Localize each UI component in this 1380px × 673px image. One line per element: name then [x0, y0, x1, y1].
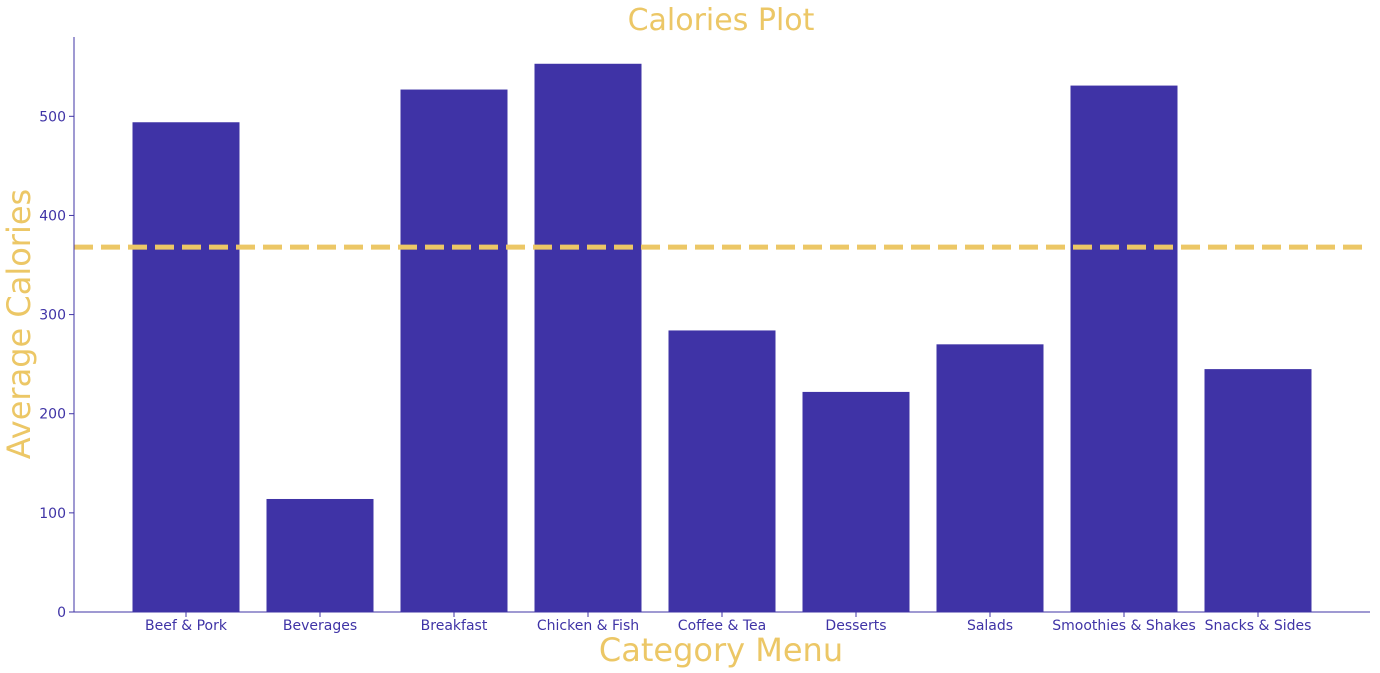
bar-snacks-sides: [1204, 369, 1312, 612]
y-tick-label: 0: [57, 605, 66, 621]
x-tick-label: Beverages: [283, 618, 357, 634]
bar-beverages: [266, 498, 374, 612]
chart-title: Calories Plot: [628, 3, 815, 38]
y-tick-label: 300: [39, 308, 66, 324]
bar-coffee-tea: [668, 330, 776, 612]
bar-smoothies-shakes: [1070, 85, 1178, 613]
x-tick-label: Salads: [967, 618, 1013, 634]
x-ticks-group: Beef & Pork Beverages Breakfast Chicken & F…: [145, 612, 1311, 634]
x-tick-label: Breakfast: [421, 618, 488, 634]
y-tick-label: 200: [39, 407, 66, 423]
y-tick-label: 400: [39, 208, 66, 224]
y-ticks-group: 0 100 200 300 400 500: [39, 109, 74, 621]
x-axis-title: Category Menu: [599, 631, 843, 669]
bar-chicken-fish: [534, 63, 642, 613]
x-tick-label: Smoothies & Shakes: [1052, 618, 1196, 634]
x-tick-label: Coffee & Tea: [678, 618, 766, 634]
x-tick-label: Snacks & Sides: [1205, 618, 1312, 634]
y-axis-title: Average Calories: [0, 189, 38, 459]
bar-desserts: [802, 391, 910, 612]
bar-beef-pork: [132, 122, 240, 613]
x-tick-label: Desserts: [825, 618, 886, 634]
x-tick-label: Beef & Pork: [145, 618, 228, 634]
bar-salads: [936, 344, 1044, 612]
bar-breakfast: [400, 89, 508, 613]
y-tick-label: 500: [39, 109, 66, 125]
y-tick-label: 100: [39, 506, 66, 522]
bars-group: [132, 63, 1312, 613]
x-tick-label: Chicken & Fish: [537, 618, 639, 634]
